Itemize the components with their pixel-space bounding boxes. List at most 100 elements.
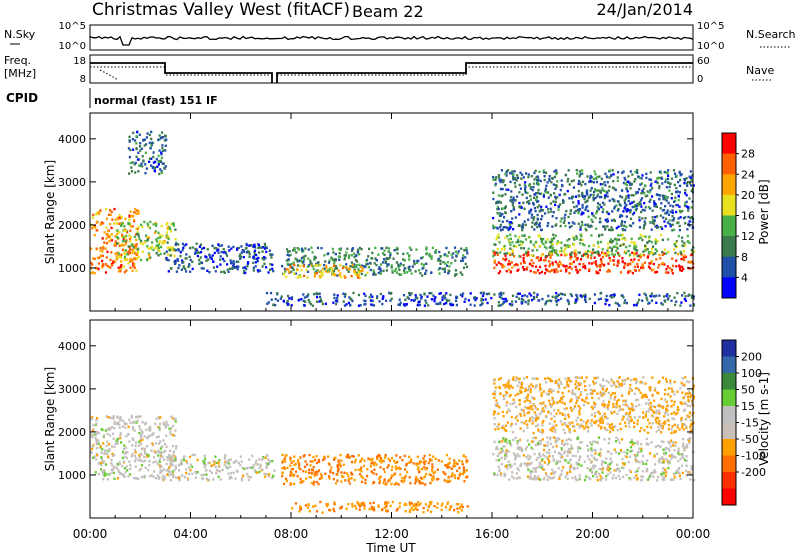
velocity-cell	[545, 474, 548, 477]
power-cell	[520, 247, 523, 250]
power-cell	[227, 245, 230, 248]
power-cell	[240, 255, 243, 259]
velocity-cell	[378, 480, 382, 483]
power-cell	[402, 258, 405, 261]
velocity-cell	[638, 447, 641, 450]
velocity-cell	[134, 457, 138, 460]
power-cell	[675, 259, 678, 262]
power-cell	[668, 185, 671, 189]
power-cell	[165, 250, 168, 253]
power-cell	[497, 176, 501, 179]
velocity-cell	[514, 456, 518, 459]
power-cell	[574, 249, 577, 253]
power-cell	[692, 184, 695, 187]
power-cell	[546, 208, 550, 211]
velocity-cell	[566, 454, 569, 457]
power-cell	[537, 200, 540, 203]
power-cell	[613, 293, 616, 297]
velocity-cell	[159, 471, 162, 475]
velocity-cell	[218, 465, 221, 469]
velocity-cell	[624, 421, 627, 424]
power-cell	[598, 220, 601, 224]
power-cell	[686, 205, 690, 209]
power-cell	[448, 265, 451, 268]
velocity-cell	[423, 454, 426, 458]
power-cell	[602, 252, 605, 255]
velocity-cell	[112, 415, 115, 419]
power-cell	[265, 266, 268, 269]
power-cell	[584, 200, 587, 204]
power-cell	[350, 254, 353, 257]
power-cell	[129, 148, 132, 152]
power-cell	[652, 294, 655, 298]
power-cell	[678, 228, 681, 232]
power-cell	[184, 257, 187, 260]
velocity-cell	[424, 468, 427, 471]
power-cell	[287, 258, 290, 261]
velocity-cell	[679, 457, 682, 461]
velocity-cell	[143, 435, 146, 438]
power-cell	[156, 165, 159, 168]
power-cell	[393, 249, 396, 252]
power-cell	[604, 254, 607, 257]
power-cell	[358, 263, 361, 266]
velocity-cell	[552, 436, 555, 439]
velocity-cell	[158, 451, 161, 454]
velocity-cell	[453, 474, 456, 477]
power-cell	[117, 266, 120, 269]
velocity-cell	[534, 475, 537, 478]
power-cell	[494, 226, 497, 229]
power-cell	[645, 296, 648, 299]
power-cell	[609, 228, 612, 232]
power-cell	[538, 299, 541, 302]
power-cell	[554, 234, 557, 237]
velocity-cell	[493, 472, 496, 475]
power-cell	[505, 252, 508, 255]
velocity-cell	[168, 466, 171, 470]
velocity-cell	[158, 428, 161, 432]
velocity-cell	[579, 407, 582, 410]
velocity-cell	[607, 441, 610, 445]
power-cell	[222, 270, 225, 273]
power-cell	[141, 225, 144, 228]
power-cell	[650, 292, 653, 295]
power-cell	[319, 270, 322, 274]
velocity-cell	[658, 410, 661, 414]
velocity-cell	[166, 473, 169, 476]
velocity-cell	[106, 478, 109, 481]
power-cell	[503, 252, 506, 255]
power-cell	[547, 191, 550, 194]
velocity-cell	[590, 449, 593, 453]
power-cell	[643, 209, 646, 212]
power-cell	[647, 206, 650, 209]
power-cell	[544, 259, 547, 262]
power-cell	[639, 236, 642, 239]
velocity-cell	[159, 454, 163, 457]
power-cell	[623, 299, 627, 302]
power-cell	[514, 234, 517, 238]
velocity-cell	[312, 465, 315, 469]
power-cell	[385, 299, 388, 302]
power-cell	[415, 261, 419, 264]
power-cell	[301, 249, 304, 252]
power-cell	[114, 242, 117, 246]
velocity-cell	[637, 467, 640, 470]
power-cell	[435, 249, 438, 252]
power-cell	[344, 293, 347, 296]
velocity-cell	[189, 455, 192, 459]
velocity-cell	[626, 448, 629, 452]
power-cell	[131, 251, 134, 255]
power-cell	[530, 254, 533, 257]
velocity-cell	[640, 475, 643, 478]
power-cell	[245, 267, 248, 271]
velocity-cell	[348, 456, 351, 459]
power-cell	[169, 230, 173, 233]
power-cell	[632, 222, 635, 225]
power-cell	[128, 234, 131, 238]
velocity-cell	[431, 470, 434, 473]
power-cell	[658, 186, 661, 190]
power-cell	[638, 216, 641, 219]
velocity-cell	[393, 483, 396, 486]
power-cell	[532, 186, 535, 189]
velocity-cell	[376, 457, 379, 461]
